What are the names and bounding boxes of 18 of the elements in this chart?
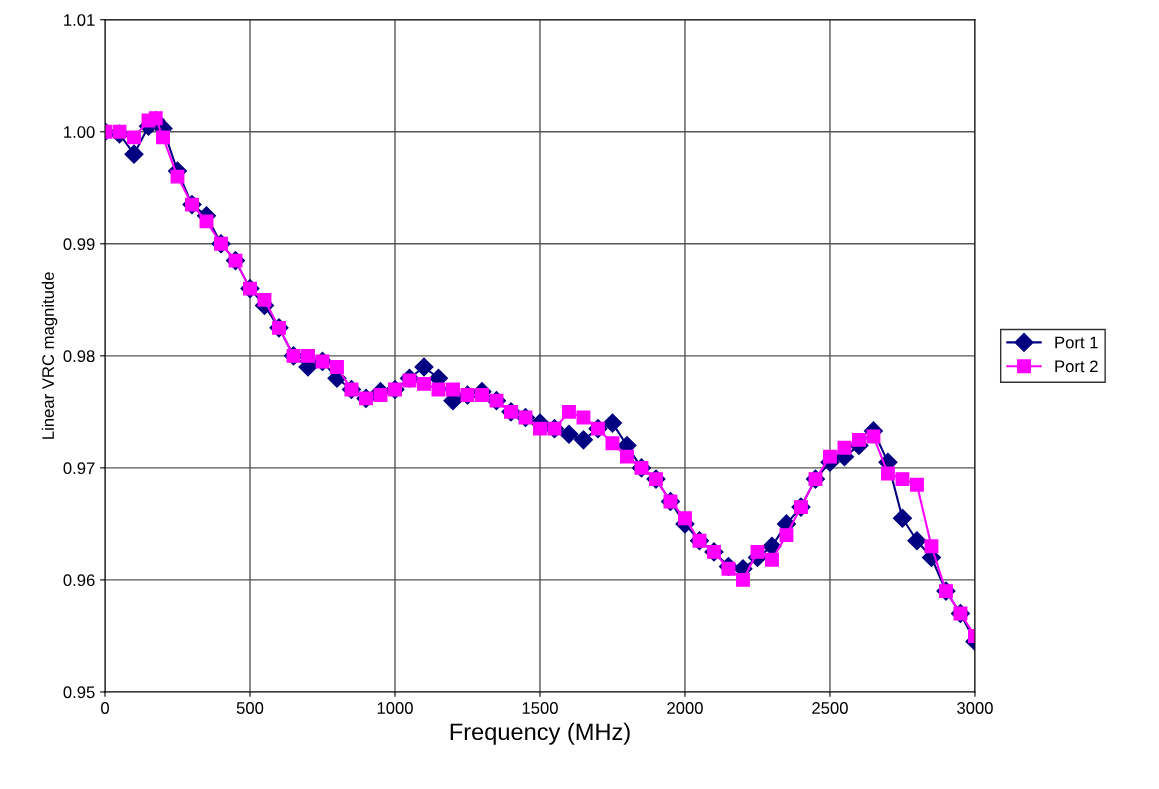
y-tick-label: 1.00 (64, 126, 95, 138)
y-tick-label: 0.97 (63, 462, 95, 475)
x-tick-label: 1500 (522, 702, 558, 714)
x-tick-label: 2500 (812, 702, 848, 714)
y-axis-title: Linear VRC magnitude (41, 272, 58, 439)
y-tick-label: 0.96 (63, 574, 95, 587)
legend-label: Port 2 (1055, 360, 1098, 373)
x-axis-title: Frequency (MHz) (450, 722, 630, 745)
y-tick-label: 1.01 (64, 14, 95, 26)
x-tick-label: 0 (101, 702, 109, 714)
y-tick-label: 0.95 (63, 686, 95, 699)
legend-label: Port 1 (1055, 336, 1098, 349)
x-tick-label: 2000 (667, 702, 703, 714)
y-tick-label: 0.99 (63, 238, 95, 250)
x-tick-label: 500 (236, 702, 264, 714)
y-tick-label: 0.98 (63, 350, 95, 363)
x-tick-label: 1000 (377, 702, 413, 714)
x-tick-label: 3000 (957, 702, 993, 714)
